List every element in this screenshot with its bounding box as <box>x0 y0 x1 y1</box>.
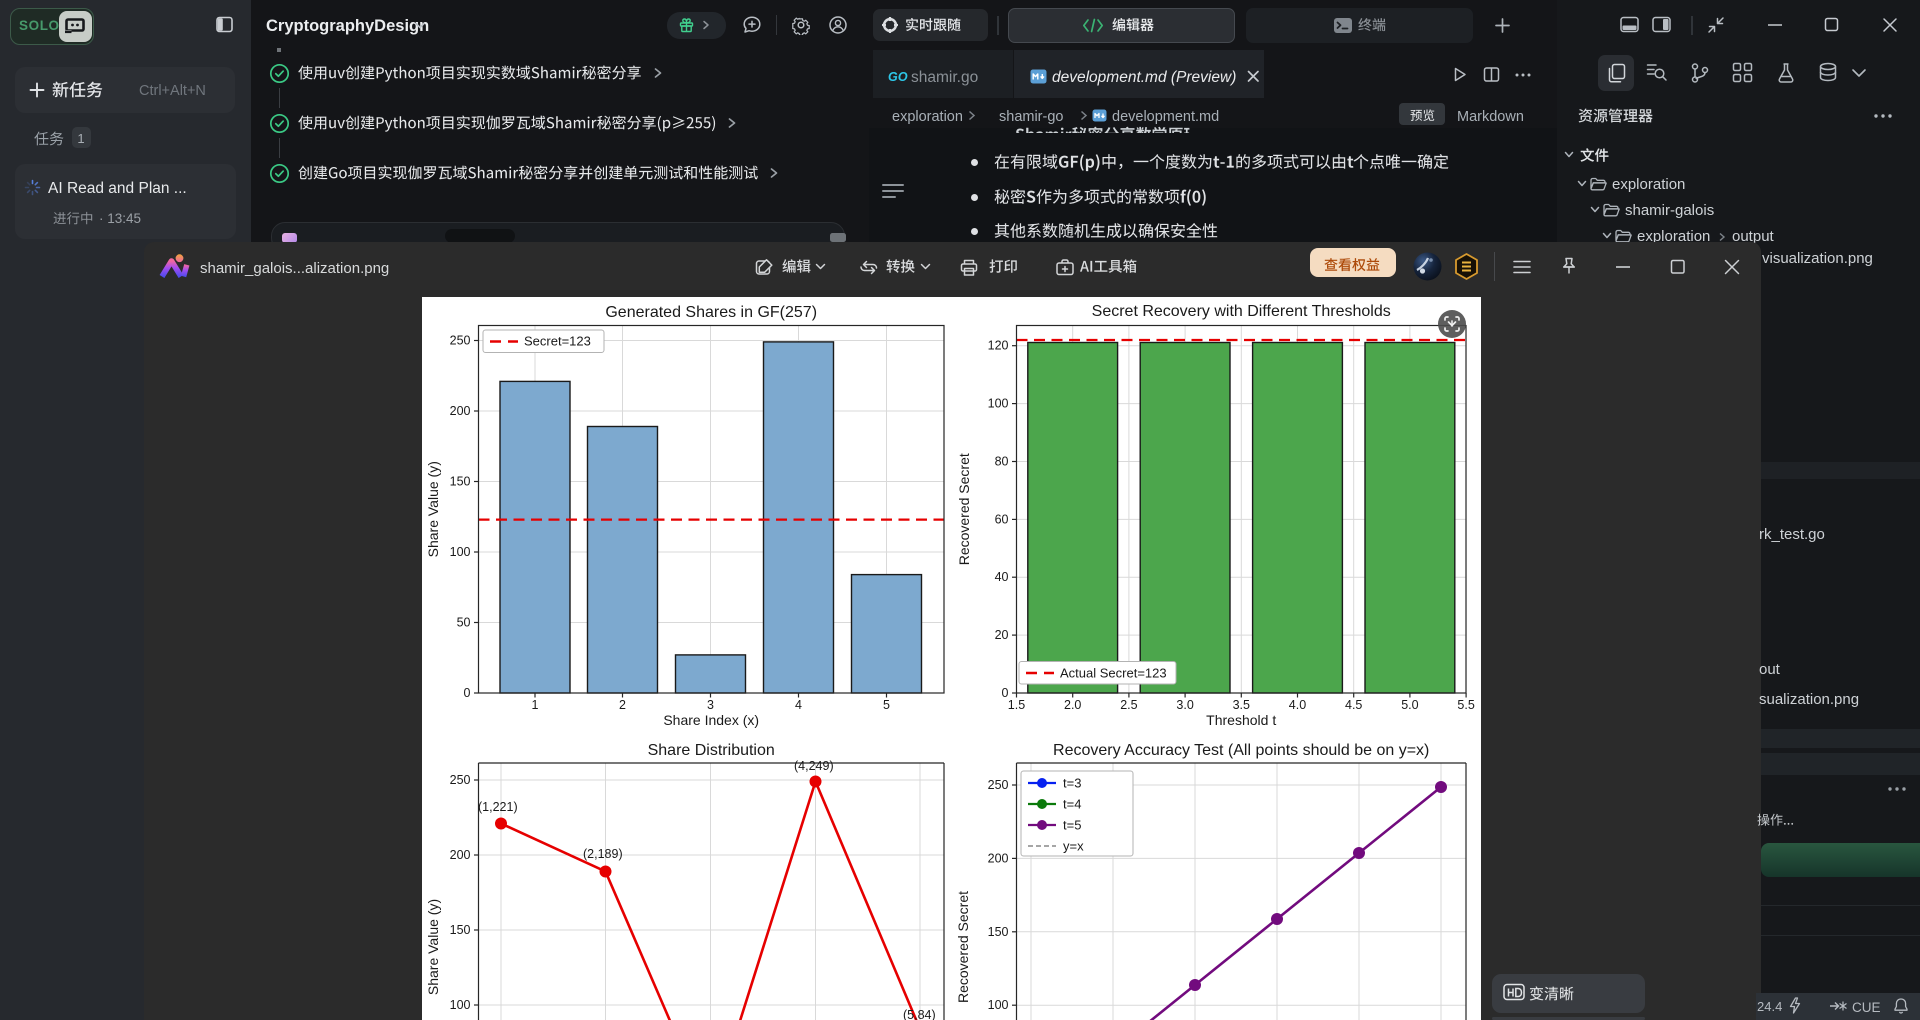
svg-text:Share Index (x): Share Index (x) <box>663 712 759 728</box>
svg-text:3: 3 <box>707 698 714 712</box>
svg-text:2: 2 <box>619 698 626 712</box>
svg-text:4.5: 4.5 <box>1345 698 1362 712</box>
svg-text:Recovered Secret: Recovered Secret <box>956 453 972 565</box>
svg-text:250: 250 <box>450 334 471 348</box>
svg-text:100: 100 <box>988 397 1009 411</box>
svg-text:200: 200 <box>988 851 1009 865</box>
svg-text:Recovery Accuracy Test (All po: Recovery Accuracy Test (All points shoul… <box>1053 742 1429 759</box>
svg-text:4.0: 4.0 <box>1289 698 1306 712</box>
svg-text:0: 0 <box>464 686 471 700</box>
svg-text:(1,221): (1,221) <box>478 800 518 814</box>
svg-text:(5,84): (5,84) <box>903 1008 936 1020</box>
svg-text:200: 200 <box>450 848 471 862</box>
svg-text:t=5: t=5 <box>1063 818 1081 833</box>
svg-text:100: 100 <box>450 545 471 559</box>
svg-text:50: 50 <box>457 616 471 630</box>
svg-text:Generated Shares in GF(257): Generated Shares in GF(257) <box>605 304 817 321</box>
svg-text:1.5: 1.5 <box>1008 698 1025 712</box>
svg-text:3.0: 3.0 <box>1176 698 1193 712</box>
svg-text:5.5: 5.5 <box>1457 698 1474 712</box>
svg-text:Secret=123: Secret=123 <box>524 334 591 349</box>
svg-text:100: 100 <box>988 998 1009 1012</box>
svg-text:(4,249): (4,249) <box>794 759 834 773</box>
svg-text:1: 1 <box>532 698 539 712</box>
svg-text:Share Value (y): Share Value (y) <box>425 461 441 557</box>
svg-text:y=x: y=x <box>1063 839 1084 854</box>
svg-text:150: 150 <box>450 923 471 937</box>
svg-text:40: 40 <box>995 570 1009 584</box>
svg-text:60: 60 <box>995 512 1009 526</box>
svg-text:Recovered Secret: Recovered Secret <box>955 891 971 1003</box>
svg-text:3.5: 3.5 <box>1233 698 1250 712</box>
svg-text:5: 5 <box>883 698 890 712</box>
svg-text:200: 200 <box>450 404 471 418</box>
svg-text:Actual Secret=123: Actual Secret=123 <box>1060 666 1167 681</box>
svg-text:100: 100 <box>450 998 471 1012</box>
svg-text:80: 80 <box>995 455 1009 469</box>
svg-text:t=3: t=3 <box>1063 776 1081 791</box>
svg-text:4: 4 <box>795 698 802 712</box>
svg-text:Share Value (y): Share Value (y) <box>425 899 441 995</box>
svg-text:Share Distribution: Share Distribution <box>648 742 775 759</box>
svg-text:150: 150 <box>450 475 471 489</box>
svg-text:2.0: 2.0 <box>1064 698 1081 712</box>
svg-text:0: 0 <box>1002 686 1009 700</box>
svg-text:120: 120 <box>988 339 1009 353</box>
svg-text:t=4: t=4 <box>1063 797 1081 812</box>
svg-text:2.5: 2.5 <box>1120 698 1137 712</box>
svg-text:250: 250 <box>450 773 471 787</box>
svg-text:(2,189): (2,189) <box>583 847 623 861</box>
svg-text:Threshold t: Threshold t <box>1206 712 1276 728</box>
svg-text:Secret Recovery with Different: Secret Recovery with Different Threshold… <box>1092 303 1391 320</box>
svg-text:20: 20 <box>995 628 1009 642</box>
svg-text:250: 250 <box>988 778 1009 792</box>
svg-text:150: 150 <box>988 925 1009 939</box>
svg-text:5.0: 5.0 <box>1401 698 1418 712</box>
